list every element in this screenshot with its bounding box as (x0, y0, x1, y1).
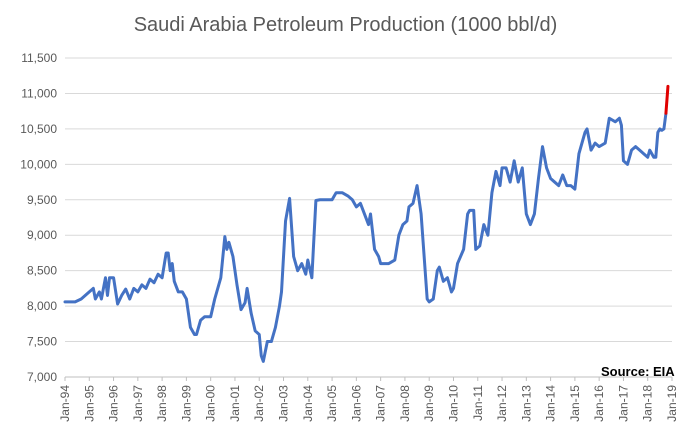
y-axis-ticks: 7,000 7,500 8,000 8,500 9,000 9,500 10,000 10,5… (20, 51, 57, 384)
y-tick-label: 9,500 (27, 193, 57, 207)
x-tick-label: Jan-18 (641, 385, 655, 422)
y-tick-label: 10,500 (20, 122, 57, 136)
source-annotation: Source: EIA (601, 364, 675, 379)
x-tick-label: Jan-94 (58, 385, 72, 422)
x-tick-label: Jan-14 (544, 385, 558, 422)
x-tick-label: Jan-12 (495, 385, 509, 422)
x-tick-label: Jan-00 (204, 385, 218, 422)
x-tick-label: Jan-16 (592, 385, 606, 422)
y-tick-label: 7,500 (27, 335, 57, 349)
x-tick-label: Jan-97 (131, 385, 145, 422)
x-tick-label: Jan-11 (471, 385, 485, 421)
x-tick-label: Jan-03 (277, 385, 291, 422)
x-tick-label: Jan-17 (616, 385, 630, 422)
x-tick-label: Jan-05 (325, 385, 339, 422)
x-tick-label: Jan-07 (374, 385, 388, 422)
y-tick-label: 11,500 (21, 51, 57, 65)
y-tick-label: 8,000 (27, 299, 57, 313)
x-tick-label: Jan-02 (252, 385, 266, 422)
x-tick-label: Jan-06 (349, 385, 363, 422)
x-tick-label: Jan-98 (155, 385, 169, 422)
x-tick-label: Jan-99 (179, 385, 193, 422)
x-tick-label: Jan-15 (568, 385, 582, 422)
y-tick-label: 9,000 (27, 228, 57, 242)
chart-title: Saudi Arabia Petroleum Production (1000 … (133, 14, 558, 36)
x-tick-label: Jan-95 (82, 385, 96, 422)
y-tick-label: 10,000 (20, 157, 57, 171)
x-axis-ticks: Jan-94 Jan-95 Jan-96 Jan-97 Jan-98 Jan-99 Jan-… (58, 377, 679, 422)
x-tick-label: Jan-04 (301, 385, 315, 422)
y-tick-label: 7,000 (27, 370, 57, 384)
x-tick-label: Jan-08 (398, 385, 412, 422)
x-tick-label: Jan-09 (422, 385, 436, 422)
x-tick-label: Jan-10 (446, 385, 460, 422)
series-lines (63, 84, 670, 363)
production-series-line (63, 111, 668, 363)
x-tick-label: Jan-01 (228, 385, 242, 422)
gridlines (65, 57, 672, 378)
x-tick-label: Jan-96 (107, 385, 121, 422)
y-tick-label: 8,500 (27, 264, 57, 278)
x-tick-label: Jan-19 (665, 385, 679, 422)
x-tick-label: Jan-13 (519, 385, 533, 422)
latest-estimate-line (664, 84, 670, 115)
y-tick-label: 11,000 (21, 86, 57, 100)
